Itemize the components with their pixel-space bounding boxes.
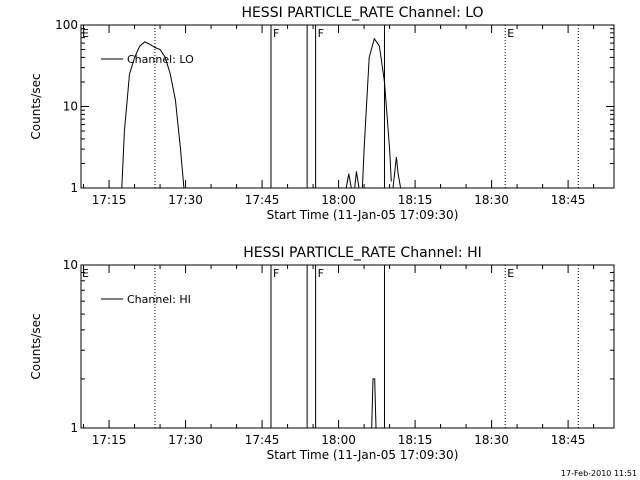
x-axis-label: Start Time (11-Jan-05 17:09:30) — [267, 448, 459, 462]
x-tick-label: 18:00 — [321, 433, 356, 447]
y-axis-label: Counts/sec — [29, 313, 43, 379]
x-tick-label: 17:15 — [92, 433, 127, 447]
legend-label: Channel: LO — [127, 53, 194, 66]
event-label: E — [507, 267, 514, 280]
data-series-line — [121, 41, 185, 189]
generation-date: 17-Feb-2010 11:51 — [561, 469, 637, 478]
y-tick-label: 10 — [63, 258, 78, 272]
x-tick-label: 18:30 — [474, 433, 509, 447]
x-tick-label: 18:45 — [551, 193, 586, 207]
plot-title: HESSI PARTICLE_RATE Channel: HI — [243, 245, 481, 261]
x-axis-label: Start Time (11-Jan-05 17:09:30) — [267, 208, 459, 222]
event-label: F — [273, 27, 279, 40]
edge-event-label: E — [82, 267, 89, 280]
x-tick-label: 17:15 — [92, 193, 127, 207]
x-tick-label: 18:00 — [321, 193, 356, 207]
data-series-line — [371, 378, 377, 429]
x-tick-label: 17:30 — [168, 193, 203, 207]
plot-frame — [80, 264, 615, 429]
x-tick-label: 18:15 — [398, 193, 433, 207]
event-label: F — [318, 267, 324, 280]
data-series-line — [392, 156, 402, 189]
plot-title: HESSI PARTICLE_RATE Channel: LO — [241, 5, 483, 21]
edge-event-label: E — [82, 27, 89, 40]
x-tick-label: 18:45 — [551, 433, 586, 447]
data-series-line — [345, 37, 392, 189]
event-label: F — [273, 267, 279, 280]
event-label: F — [318, 27, 324, 40]
x-tick-label: 18:15 — [398, 433, 433, 447]
lo-channel-panel: HESSI PARTICLE_RATE Channel: LO 17:15 17:3… — [29, 5, 615, 222]
x-tick-label: 17:30 — [168, 433, 203, 447]
x-tick-label: 17:45 — [245, 193, 280, 207]
hi-channel-panel: HESSI PARTICLE_RATE Channel: HI 17:15 17:3… — [29, 245, 615, 462]
y-tick-label: 10 — [63, 100, 78, 114]
y-axis-label: Counts/sec — [29, 73, 43, 139]
y-tick-label: 100 — [55, 18, 78, 32]
x-tick-label: 18:30 — [474, 193, 509, 207]
y-tick-label: 1 — [70, 421, 78, 435]
x-tick-label: 17:45 — [245, 433, 280, 447]
y-tick-label: 1 — [70, 181, 78, 195]
event-label: E — [507, 27, 514, 40]
legend-label: Channel: HI — [127, 293, 191, 306]
